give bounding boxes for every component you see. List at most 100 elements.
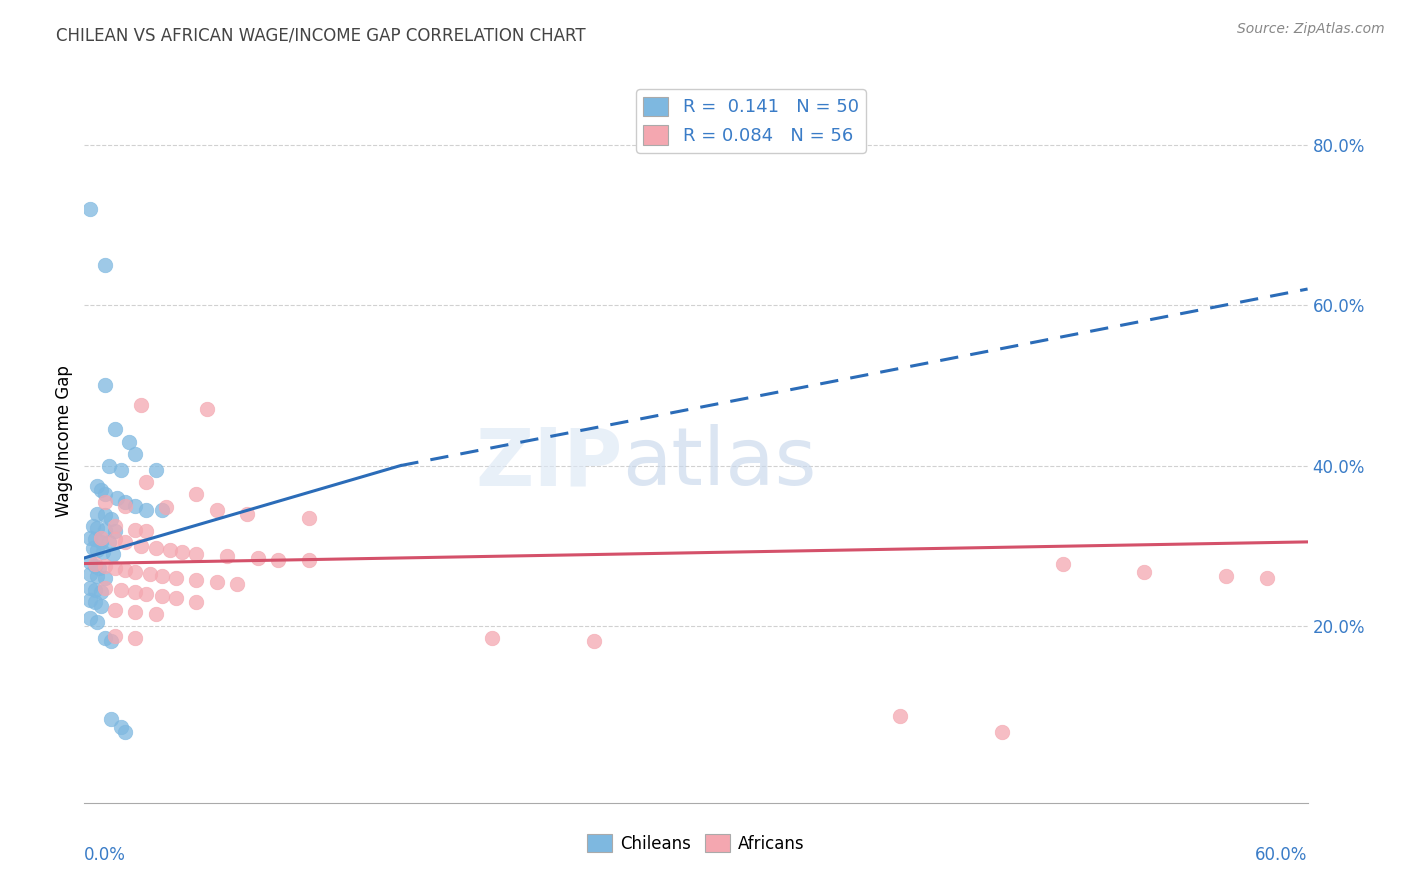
Point (1256, 571, 1278, 585)
Point (135, 475, 157, 489)
Point (172, 545, 194, 559)
Point (1215, 569, 1237, 583)
Point (79, 531, 101, 545)
Text: 60.0%: 60.0% (1256, 847, 1308, 864)
Point (217, 549, 239, 563)
Point (298, 553, 321, 567)
Point (83, 558, 105, 573)
Point (110, 583, 132, 598)
Point (86, 478, 108, 492)
Point (110, 719, 132, 733)
Point (79, 593, 101, 607)
Point (150, 569, 173, 583)
Point (124, 584, 146, 599)
Point (93, 523, 115, 537)
Point (93, 632, 115, 646)
Point (93, 581, 115, 595)
Y-axis label: Wage/Income Gap: Wage/Income Gap (55, 366, 73, 517)
Point (93, 494, 115, 508)
Point (481, 632, 503, 646)
Point (97, 458, 120, 473)
Point (138, 567, 160, 582)
Point (105, 491, 128, 505)
Point (90, 534, 112, 549)
Point (90, 599, 112, 614)
Point (124, 446, 146, 460)
Point (150, 589, 173, 603)
Point (100, 512, 122, 526)
Text: atlas: atlas (623, 425, 817, 502)
Point (135, 587, 157, 601)
Point (104, 518, 127, 533)
Point (114, 499, 136, 513)
Point (90, 531, 112, 545)
Point (87, 560, 110, 574)
Point (79, 555, 101, 569)
Point (246, 551, 269, 566)
Point (100, 633, 122, 648)
Text: CHILEAN VS AFRICAN WAGE/INCOME GAP CORRELATION CHART: CHILEAN VS AFRICAN WAGE/INCOME GAP CORRE… (56, 27, 586, 45)
Point (205, 574, 228, 589)
Point (83, 533, 105, 547)
Point (93, 258, 115, 272)
Point (93, 508, 115, 523)
Point (131, 398, 153, 412)
Point (145, 541, 167, 555)
Point (298, 510, 321, 524)
Point (91, 545, 114, 559)
Point (90, 483, 112, 497)
Point (83, 557, 105, 571)
Point (114, 534, 136, 549)
Point (86, 507, 108, 521)
Point (86, 521, 108, 535)
Point (82, 518, 104, 533)
Text: ZIP: ZIP (475, 425, 623, 502)
Point (165, 591, 187, 606)
Point (82, 541, 104, 555)
Point (93, 558, 115, 573)
Point (267, 552, 290, 566)
Point (226, 577, 249, 591)
Point (83, 595, 105, 609)
Point (100, 712, 122, 726)
Point (165, 571, 187, 585)
Point (93, 378, 115, 392)
Point (86, 615, 108, 630)
Point (104, 422, 127, 436)
Point (186, 547, 208, 561)
Point (97, 534, 120, 549)
Point (145, 462, 167, 476)
Point (124, 523, 146, 537)
Point (104, 524, 127, 539)
Point (186, 595, 208, 609)
Point (114, 563, 136, 577)
Point (145, 607, 167, 621)
Point (104, 561, 127, 575)
Point (159, 542, 181, 557)
Point (205, 502, 228, 516)
Point (90, 585, 112, 599)
Point (135, 524, 157, 539)
Point (110, 462, 132, 476)
Point (104, 629, 127, 643)
Point (150, 502, 173, 516)
Point (583, 633, 606, 648)
Point (155, 500, 177, 515)
Point (114, 725, 136, 739)
Point (93, 487, 115, 501)
Point (236, 507, 259, 521)
Point (86, 569, 108, 583)
Point (186, 573, 208, 587)
Point (83, 583, 105, 598)
Point (1133, 565, 1156, 579)
Point (124, 632, 146, 646)
Point (186, 487, 208, 501)
Point (114, 494, 136, 508)
Point (93, 571, 115, 585)
Point (131, 539, 153, 553)
Point (889, 709, 911, 723)
Point (195, 402, 218, 417)
Point (118, 434, 141, 449)
Point (104, 603, 127, 617)
Point (79, 202, 101, 216)
